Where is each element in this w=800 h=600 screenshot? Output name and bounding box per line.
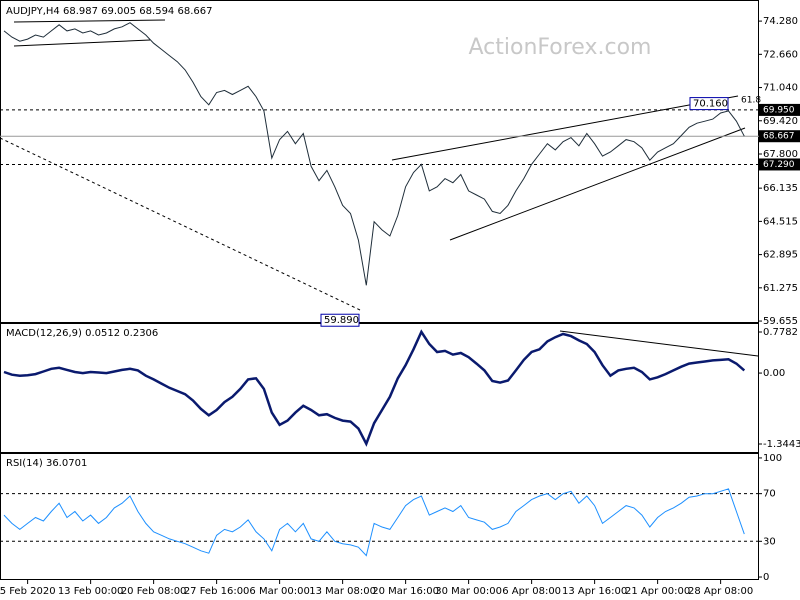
level-label-box [759, 158, 800, 171]
series-line [3, 488, 745, 557]
y-tick-label: 67.800 [763, 149, 798, 160]
y-tick-label: 0.00 [763, 368, 785, 379]
y-tick-label: 0 [763, 572, 769, 583]
x-tick-label: 21 Apr 00:00 [625, 586, 690, 597]
y-tick-label: 70 [763, 489, 776, 500]
y-tick-label: 100 [763, 453, 782, 464]
y-tick-label: 72.660 [763, 49, 798, 60]
trendline [13, 39, 151, 47]
trendline [559, 330, 759, 357]
series-line [3, 22, 745, 286]
y-tick-label: 64.515 [763, 216, 798, 227]
y-tick-label: 66.135 [763, 183, 798, 194]
annotation-box [689, 97, 729, 111]
fib-label: 61.8 [741, 96, 761, 106]
x-tick-label: 13 Apr 16:00 [562, 586, 627, 597]
x-tick-label: 27 Feb 16:00 [184, 586, 250, 597]
trendline [13, 19, 166, 23]
macd-title: MACD(12,26,9) 0.0512 0.2306 [6, 328, 158, 339]
trendline [391, 95, 739, 161]
trendlines [0, 19, 759, 357]
series-line [3, 329, 746, 447]
x-tick-label: 30 Mar 00:00 [435, 586, 502, 597]
watermark: ActionForex.com [469, 35, 652, 60]
macd-panel [0, 323, 759, 453]
chart-title: AUDJPY,H4 68.987 69.005 68.594 68.667 [6, 6, 212, 17]
y-tick-label: 59.655 [763, 316, 798, 327]
rsi-panel [0, 453, 759, 580]
annotation-label: 59.890 [324, 315, 359, 326]
x-tick-label: 6 Mar 00:00 [249, 586, 309, 597]
x-tick-label: 13 Mar 08:00 [309, 586, 376, 597]
y-tick-label: 71.040 [763, 83, 798, 94]
y-tick-label: 62.895 [763, 250, 798, 261]
y-tick-label: 74.280 [763, 16, 798, 27]
level-label-box [759, 103, 800, 116]
price-panel [0, 0, 759, 323]
y-tick-label: -1.3443 [763, 439, 800, 450]
x-tick-label: 20 Feb 08:00 [121, 586, 187, 597]
y-tick-label: 0.7782 [763, 327, 798, 338]
level-label: 68.667 [763, 132, 795, 142]
level-label: 69.950 [763, 105, 795, 115]
trendline [0, 137, 361, 311]
x-tick-label: 13 Feb 00:00 [58, 586, 124, 597]
x-tick-label: 6 Apr 08:00 [502, 586, 561, 597]
x-tick-label: 20 Mar 16:00 [372, 586, 439, 597]
y-tick-label: 61.275 [763, 283, 798, 294]
x-tick-label: 28 Apr 08:00 [688, 586, 753, 597]
x-tick-label: 5 Feb 2020 [0, 586, 56, 597]
level-label-box [759, 130, 800, 143]
rsi-title: RSI(14) 36.0701 [6, 458, 87, 469]
level-label: 67.290 [763, 160, 795, 170]
y-tick-label: 69.420 [763, 116, 798, 127]
y-tick-label: 30 [763, 536, 776, 547]
trendline [449, 127, 746, 241]
annotation-box [320, 313, 360, 327]
annotation-label: 70.160 [693, 99, 728, 110]
